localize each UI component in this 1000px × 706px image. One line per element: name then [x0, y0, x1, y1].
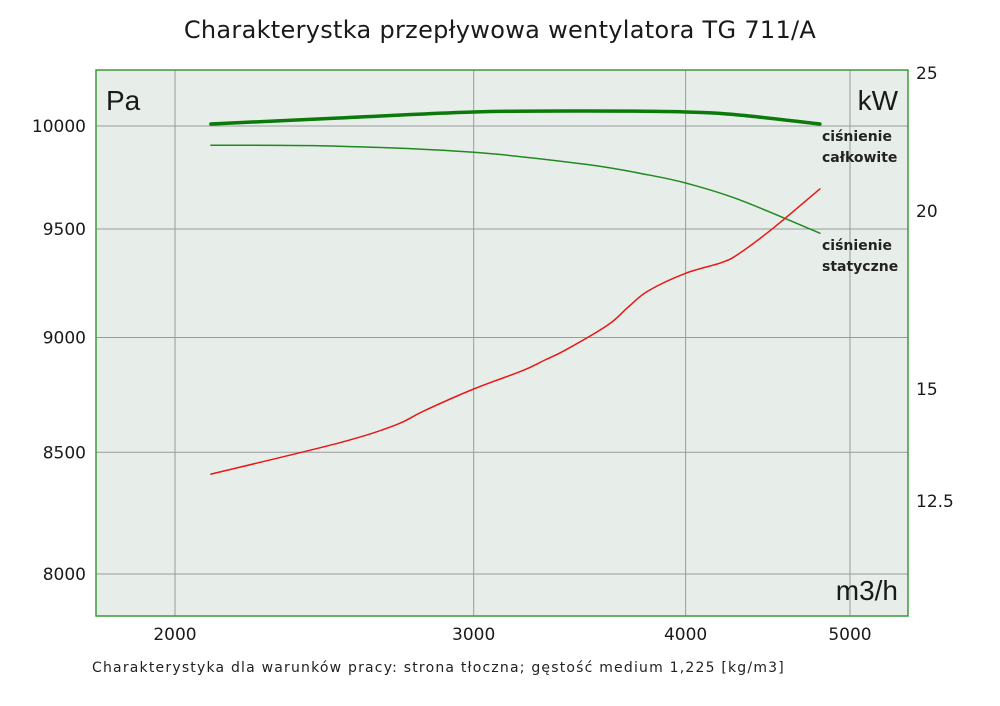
static-pressure-line [210, 144, 821, 234]
x-tick-label: 2000 [153, 625, 196, 645]
y-left-tick-label: 9000 [43, 329, 86, 349]
y-left-tick-label: 8500 [43, 443, 86, 463]
y-right-unit-label: kW [858, 85, 899, 116]
power-line [210, 188, 821, 475]
chart-title: Charakterystka przepływowa wentylatora T… [183, 16, 817, 44]
y-left-unit-label: Pa [106, 85, 141, 116]
x-tick-label: 3000 [452, 625, 495, 645]
series-label-total-line2: całkowite [822, 150, 897, 166]
series-label-static-line2: statyczne [822, 259, 898, 275]
plot-background [96, 70, 908, 616]
y-right-tick-label: 20 [916, 202, 938, 222]
chart-caption: Charakterystyka dla warunków pracy: stro… [92, 660, 785, 676]
series-label-static-line1: ciśnienie [822, 238, 892, 254]
plot-frame [95, 69, 909, 617]
y-right-tick-label: 15 [916, 380, 938, 400]
x-unit-label: m3/h [836, 575, 898, 606]
y-right-tick-label: 12.5 [916, 492, 954, 512]
y-left-tick-label: 8000 [43, 565, 86, 585]
series-layer [209, 109, 822, 475]
y-left-tick-label: 9500 [43, 220, 86, 240]
ticks-layer: 2000 3000 4000 5000 10000 9500 9000 8500 8000 25 2… [32, 64, 954, 645]
x-tick-label: 4000 [664, 625, 707, 645]
y-right-tick-label: 25 [916, 64, 938, 84]
y-left-tick-label: 10000 [32, 117, 86, 137]
x-tick-label: 5000 [828, 625, 871, 645]
series-label-total-line1: ciśnienie [822, 129, 892, 145]
total-pressure-line [209, 109, 822, 126]
